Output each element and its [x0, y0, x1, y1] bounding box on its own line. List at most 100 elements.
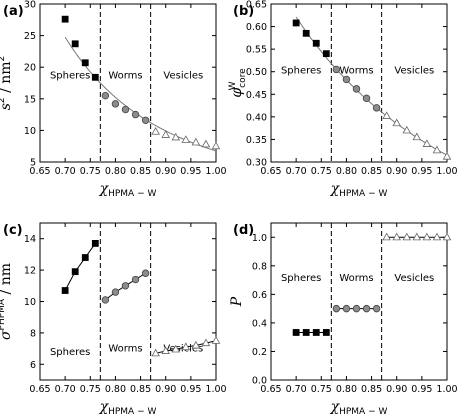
data-point-square [312, 39, 320, 47]
data-point-square [71, 268, 79, 276]
data-point-triangle [442, 232, 452, 241]
x-tick-label: 0.70 [286, 384, 307, 395]
x-axis-label: χHPMA − W [99, 399, 157, 417]
data-point-square [292, 329, 300, 336]
data-point-triangle [412, 232, 422, 241]
data-point-square [71, 40, 79, 48]
data-point-triangle [432, 232, 442, 241]
chart-panel-2: 0.65 0.70 0.75 0.80 0.85 0.90 0.95 1.00 0.30 0.35… [228, 0, 458, 199]
y-axis-label: φcoreW [228, 68, 248, 98]
region-label-vesicles: Vesicles [394, 66, 434, 77]
y-tick-label: 0.40 [246, 112, 267, 123]
data-point-triangle [201, 139, 211, 148]
data-point-circle [111, 100, 120, 108]
x-tick-label: 0.80 [336, 384, 357, 395]
data-point-square [61, 15, 69, 23]
x-tick-label: 0.70 [55, 166, 76, 177]
y-tick-label: 8 [30, 328, 36, 339]
data-point-circle [121, 105, 130, 114]
x-tick-label: 1.00 [205, 166, 226, 177]
y-tick-label: 25 [24, 31, 36, 42]
data-point-triangle [402, 125, 412, 134]
data-point-circle [352, 85, 361, 93]
y-tick-label: 30 [24, 0, 36, 11]
region-label-vesicles: Vesicles [394, 273, 434, 284]
y-tick-label: 0.2 [252, 347, 267, 358]
plot-frame [270, 3, 448, 163]
x-tick-label: 0.95 [411, 166, 432, 177]
y-tick-label: 0.35 [246, 135, 267, 146]
data-point-circle [332, 65, 341, 74]
region-label-worms: Worms [108, 70, 142, 81]
fit-curve [64, 36, 217, 152]
x-tick-label: 0.95 [180, 166, 201, 177]
data-point-triangle [171, 132, 181, 141]
data-point-triangle [392, 232, 401, 241]
data-point-triangle [402, 232, 412, 241]
x-tick-label: 0.90 [155, 166, 176, 177]
data-point-triangle [392, 118, 401, 127]
data-point-circle [141, 269, 150, 277]
data-point-circle [352, 304, 361, 313]
y-tick-label: 0.55 [246, 45, 267, 56]
y-axis-label: σPHPMA / nm [0, 263, 14, 340]
x-tick-label: 0.90 [386, 384, 407, 395]
data-point-triangle [211, 141, 221, 150]
data-point-circle [362, 94, 371, 103]
y-axis-label: P [229, 296, 245, 307]
y-tick-label: 0.4 [252, 318, 267, 329]
x-tick-label: 0.75 [311, 384, 332, 395]
data-point-square [91, 240, 99, 247]
data-point-triangle [412, 132, 422, 141]
data-point-triangle [171, 344, 181, 353]
data-point-circle [101, 91, 110, 100]
y-tick-label: 15 [24, 94, 36, 105]
x-tick-label: 0.65 [260, 384, 281, 395]
x-axis-label: χHPMA − W [330, 399, 388, 417]
chart-panel-4: 0.65 0.70 0.75 0.80 0.85 0.90 0.95 1.00 0.0 0.2 0.… [229, 222, 458, 417]
x-tick-label: 1.00 [436, 384, 457, 395]
data-point-circle [121, 282, 130, 290]
x-tick-label: 0.95 [411, 384, 432, 395]
y-tick-label: 20 [24, 63, 36, 74]
panel-letter: (c) [3, 223, 23, 238]
data-point-circle [131, 110, 140, 119]
plot-frame [39, 3, 217, 163]
y-tick-label: 0.60 [246, 22, 267, 33]
y-tick-label: 0.8 [252, 261, 267, 272]
x-tick-label: 0.90 [155, 384, 176, 395]
chart-panel-1: 0.65 0.70 0.75 0.80 0.85 0.90 0.95 1.00 5 10 15 20 2… [0, 0, 227, 199]
x-tick-label: 0.80 [336, 166, 357, 177]
data-point-circle [342, 304, 351, 313]
panel-letter: (d) [233, 223, 254, 238]
x-tick-label: 0.65 [29, 166, 50, 177]
y-tick-label: 0.50 [246, 67, 267, 78]
data-point-triangle [181, 342, 191, 351]
data-point-triangle [422, 139, 432, 147]
x-tick-label: 0.85 [130, 384, 151, 395]
data-point-circle [372, 104, 381, 112]
x-tick-label: 0.75 [311, 166, 332, 177]
y-tick-label: 14 [24, 234, 36, 245]
data-point-square [302, 329, 310, 336]
data-point-triangle [382, 111, 391, 119]
data-point-circle [372, 304, 381, 313]
y-tick-label: 0.30 [246, 158, 267, 169]
region-label-worms: Worms [339, 66, 373, 77]
fit-curve [295, 16, 448, 156]
data-point-circle [362, 304, 371, 313]
data-point-triangle [161, 130, 170, 138]
data-point-triangle [442, 151, 452, 160]
x-tick-label: 0.90 [386, 166, 407, 177]
data-point-triangle [211, 336, 221, 344]
data-point-triangle [382, 232, 391, 241]
y-tick-label: 0.6 [252, 290, 267, 301]
region-label-worms: Worms [339, 273, 373, 284]
panel-letter: (a) [3, 4, 24, 19]
region-label-spheres: Spheres [50, 347, 90, 358]
data-point-triangle [201, 338, 211, 347]
y-tick-label: 5 [30, 158, 36, 169]
y-tick-label: 1.0 [252, 233, 267, 244]
plot-frame [270, 222, 448, 381]
